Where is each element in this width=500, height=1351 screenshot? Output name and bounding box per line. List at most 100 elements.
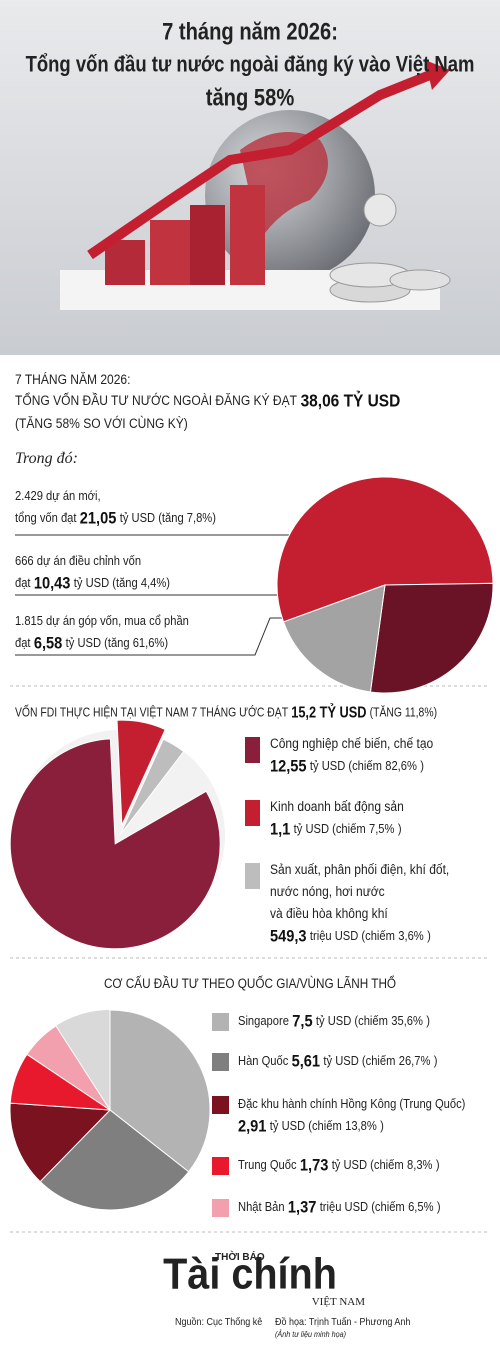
legend-text: Sản xuất, phân phối điện, khí đốt, <box>270 862 449 878</box>
legend-text: Trung Quốc 1,73 tỷ USD (chiếm 8,3%) <box>238 1157 440 1175</box>
legend-swatch <box>212 1157 229 1175</box>
text-part: Singapore <box>238 1014 289 1029</box>
text-part: Đặc khu hành chính Hồng Kông (Trung Quốc… <box>238 1097 465 1112</box>
pie-slice <box>116 719 166 826</box>
text-part: đạt <box>15 636 31 651</box>
text-part: tỷ USD (tăng 7,8%) <box>120 511 216 526</box>
text-part: 35,6% <box>391 1014 423 1029</box>
text-part: ) <box>380 1119 384 1134</box>
text-part: ) <box>436 1158 440 1173</box>
pie-slice <box>369 582 494 694</box>
text-part: 1.815 dự án góp vốn, mua cổ phần <box>15 614 189 629</box>
header-image <box>0 0 500 355</box>
text-part: ) <box>427 929 431 944</box>
text-part: ) <box>426 1014 430 1029</box>
pie-slice <box>9 738 221 950</box>
text-part: Nguồn: Cục Thống kê <box>175 1316 262 1328</box>
legend-swatch <box>245 737 260 763</box>
text-part: Trong đó: <box>15 450 78 467</box>
text-part: 13,8% <box>345 1119 377 1134</box>
text-part: tỷ USD (chiếm <box>316 1014 388 1029</box>
dividers <box>10 685 490 1233</box>
note: Trong đó: <box>15 450 78 467</box>
text-part: CƠ CẤU ĐẦU TƯ THEO QUỐC GIA/VÙNG LÃNH TH… <box>104 976 396 992</box>
legend-text: Nhật Bản 1,37 triệu USD (chiếm 6,5%) <box>238 1199 441 1217</box>
header-title: Tổng vốn đầu tư nước ngoài đăng ký vào V… <box>26 53 475 77</box>
text-part: tỷ USD (tăng 4,4%) <box>74 576 170 591</box>
legend-text: Singapore 7,5 tỷ USD (chiếm 35,6%) <box>238 1013 430 1031</box>
text-part: 7 THÁNG NĂM 2026: <box>15 372 130 388</box>
header-title: 7 tháng năm 2026: <box>162 18 338 45</box>
item-text: tổng vốn đạt 21,05 tỷ USD (tăng 7,8%) <box>15 510 216 528</box>
text-part: đạt <box>15 576 31 591</box>
text-part: triệu USD (chiếm <box>320 1200 405 1215</box>
text-part: THỜI BÁO <box>215 1250 265 1263</box>
text-part: 8,3% <box>407 1158 433 1173</box>
text-part: tỷ USD (chiếm <box>270 1119 342 1134</box>
text-part: Đồ họa: Trịnh Tuấn - Phương Anh <box>275 1316 410 1328</box>
legend-text: Công nghiệp chế biến, chế tạo <box>270 736 433 752</box>
text-part: (TĂNG 11,8%) <box>370 705 437 719</box>
text-part: tăng 58% <box>206 84 295 111</box>
text-part: Hàn Quốc <box>238 1054 288 1069</box>
credit-note: (Ảnh tư liệu minh họa) <box>275 1330 346 1339</box>
section-title: VỐN FDI THỰC HIỆN TẠI VIỆT NAM 7 THÁNG Ư… <box>15 703 437 722</box>
legend-text: 1,1 tỷ USD (chiếm 7,5%) <box>270 821 402 839</box>
text-part: 666 dự án điều chỉnh vốn <box>15 554 141 569</box>
brand: Tài chính <box>163 1249 337 1298</box>
text-part: (Ảnh tư liệu minh họa) <box>275 1330 346 1339</box>
legend-text: 12,55 tỷ USD (chiếm 82,6%) <box>270 758 424 776</box>
text-part: ) <box>437 1200 441 1215</box>
text-part: Tổng vốn đầu tư nước ngoài đăng ký vào V… <box>26 53 475 77</box>
text-part: tỷ USD (chiếm <box>294 822 366 837</box>
text-part: 7,5% <box>369 822 395 837</box>
text-part: 26,7% <box>399 1054 431 1069</box>
text-part: 5,61 <box>292 1053 321 1071</box>
text-part: 2,91 <box>238 1118 267 1136</box>
text-part: 3,6% <box>398 929 424 944</box>
legend-swatch <box>212 1013 229 1031</box>
text-part: 1,73 <box>300 1157 329 1175</box>
text-part: 38,06 TỶ USD <box>301 391 401 411</box>
text-part: 6,58 <box>34 635 63 653</box>
source: Nguồn: Cục Thống kê <box>175 1316 262 1328</box>
text-part: 12,55 <box>270 758 307 776</box>
legend-text: Đặc khu hành chính Hồng Kông (Trung Quốc… <box>238 1097 465 1112</box>
text-part: 7,5 <box>292 1013 312 1031</box>
text-part: nước nóng, hơi nước <box>270 884 385 900</box>
text-part: 549,3 <box>270 928 307 946</box>
legend-text: và điều hòa không khí <box>270 906 388 922</box>
pie-slice <box>9 1102 112 1183</box>
item-text: đạt 10,43 tỷ USD (tăng 4,4%) <box>15 575 170 593</box>
text-part: triệu USD (chiếm <box>310 929 395 944</box>
legend-swatch <box>245 800 260 826</box>
text-part: TỔNG VỐN ĐẦU TƯ NƯỚC NGOÀI ĐĂNG KÝ ĐẠT <box>15 393 297 409</box>
item-text: 666 dự án điều chỉnh vốn <box>15 554 141 569</box>
text-part: 1,37 <box>288 1199 317 1217</box>
text-part: tổng vốn đạt <box>15 511 77 526</box>
text-part: tỷ USD (chiếm <box>323 1054 395 1069</box>
legend-text: nước nóng, hơi nước <box>270 884 385 900</box>
brand-sub: VIỆT NAM <box>312 1296 365 1308</box>
pie-slice <box>282 584 386 693</box>
legend-text: 2,91 tỷ USD (chiếm 13,8%) <box>238 1118 384 1136</box>
text-part: và điều hòa không khí <box>270 906 388 922</box>
text-part: Trung Quốc <box>238 1158 297 1173</box>
text-part: 7 tháng năm 2026: <box>162 18 338 45</box>
legend-swatch <box>212 1096 229 1114</box>
text-part: 10,43 <box>34 575 71 593</box>
legend-text: 549,3 triệu USD (chiếm 3,6%) <box>270 928 431 946</box>
text-part: Tài chính <box>163 1249 337 1298</box>
text-part: tỷ USD (chiếm <box>310 759 382 774</box>
text-part: (TĂNG 58% SO VỚI CÙNG KỲ) <box>15 416 188 432</box>
legend-swatch <box>212 1199 229 1217</box>
text-part: tỷ USD (chiếm <box>332 1158 404 1173</box>
brand-top: THỜI BÁO <box>215 1250 265 1263</box>
pie-slice <box>39 1109 190 1211</box>
section-title: CƠ CẤU ĐẦU TƯ THEO QUỐC GIA/VÙNG LÃNH TH… <box>104 976 396 992</box>
item-text: đạt 6,58 tỷ USD (tăng 61,6%) <box>15 635 168 653</box>
credit: Đồ họa: Trịnh Tuấn - Phương Anh <box>275 1316 410 1328</box>
text-part: 21,05 <box>80 510 117 528</box>
